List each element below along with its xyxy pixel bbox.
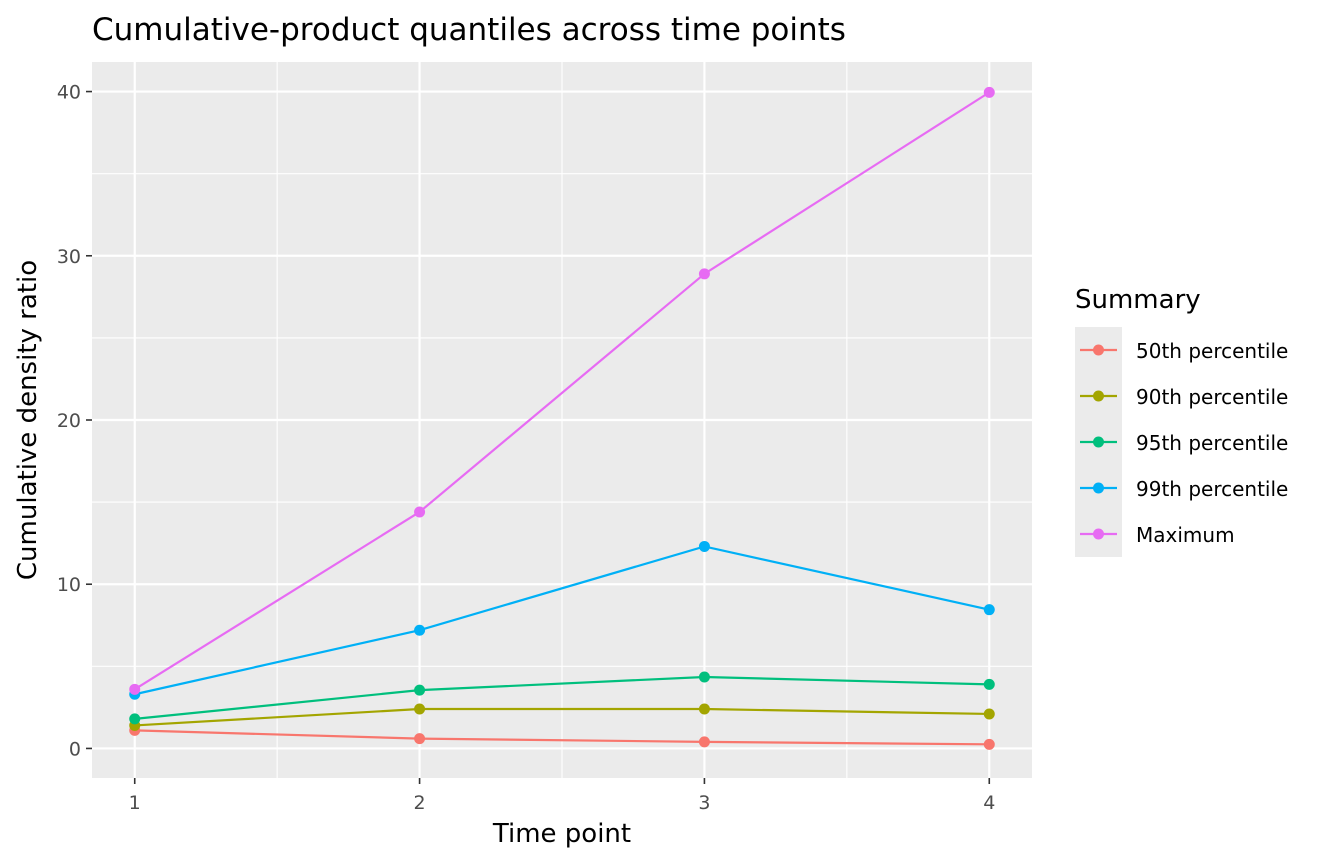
data-point-90th-percentile	[698, 703, 710, 715]
data-point-90th-percentile	[983, 708, 995, 720]
data-point-95th-percentile	[129, 713, 141, 725]
legend-label-maximum: Maximum	[1136, 523, 1235, 547]
y-tick-label: 10	[57, 574, 81, 596]
x-axis-title: Time point	[492, 819, 631, 849]
data-point-95th-percentile	[983, 678, 995, 690]
legend-keys	[1080, 344, 1117, 540]
series-line-maximum	[134, 91, 990, 691]
data-point-90th-percentile	[414, 703, 426, 715]
legend-label-90th-percentile: 90th percentile	[1136, 385, 1288, 409]
legend-key-point-95th-percentile	[1093, 436, 1104, 448]
data-point-95th-percentile	[414, 684, 426, 696]
chart-title: Cumulative-product quantiles across time…	[92, 12, 846, 48]
y-tick-label: 30	[57, 246, 81, 268]
y-tick-label: 0	[69, 738, 81, 760]
legend-label-95th-percentile: 95th percentile	[1136, 431, 1288, 455]
legend-key-point-90th-percentile	[1093, 390, 1104, 402]
legend-label-50th-percentile: 50th percentile	[1136, 339, 1288, 363]
data-point-maximum	[698, 268, 710, 280]
series-line-95th-percentile	[134, 675, 990, 720]
x-axis: 1 2 3 4	[129, 792, 996, 814]
data-point-maximum	[129, 683, 141, 695]
data-point-maximum	[983, 86, 995, 98]
data-point-maximum	[414, 506, 426, 518]
major-gridlines	[86, 62, 1032, 784]
y-tick-label: 20	[57, 410, 81, 432]
series-line-50th-percentile	[134, 729, 990, 746]
legend-key-point-99th-percentile	[1093, 482, 1104, 494]
x-tick-label: 3	[698, 792, 710, 814]
legend-title: Summary	[1075, 285, 1201, 315]
series-line-90th-percentile	[134, 707, 990, 727]
x-tick-label: 2	[414, 792, 426, 814]
series-line-99th-percentile	[134, 545, 990, 696]
data-point-95th-percentile	[698, 671, 710, 683]
data-point-99th-percentile	[983, 604, 995, 616]
data-point-99th-percentile	[414, 624, 426, 636]
y-axis: 0 10 20 30 40	[57, 82, 81, 761]
data-point-50th-percentile	[414, 733, 426, 745]
x-tick-label: 4	[983, 792, 995, 814]
legend-key-point-50th-percentile	[1093, 344, 1104, 356]
x-tick-label: 1	[129, 792, 141, 814]
legend: Summary 50th percentile 90th percentile …	[1075, 285, 1288, 557]
y-axis-title: Cumulative density ratio	[13, 260, 43, 580]
y-tick-label: 40	[57, 82, 81, 104]
data-point-99th-percentile	[698, 540, 710, 552]
series-layer	[129, 86, 995, 750]
data-point-50th-percentile	[983, 738, 995, 750]
legend-label-99th-percentile: 99th percentile	[1136, 477, 1288, 501]
data-point-50th-percentile	[698, 736, 710, 748]
legend-key-point-maximum	[1093, 528, 1104, 540]
